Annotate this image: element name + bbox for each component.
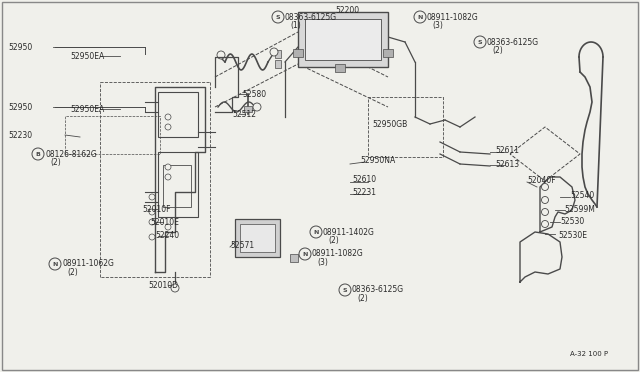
Circle shape: [49, 258, 61, 270]
Text: 52010D: 52010D: [148, 280, 178, 289]
Circle shape: [253, 103, 261, 111]
Text: 08363-6125G: 08363-6125G: [285, 13, 337, 22]
Text: 52512: 52512: [232, 109, 256, 119]
Text: 52530E: 52530E: [558, 231, 587, 240]
Text: (2): (2): [328, 235, 339, 244]
Text: 52231: 52231: [352, 187, 376, 196]
Text: (1): (1): [290, 20, 301, 29]
Text: 08363-6125G: 08363-6125G: [487, 38, 539, 46]
Text: S: S: [276, 15, 280, 19]
Text: 52599M: 52599M: [564, 205, 595, 214]
Circle shape: [339, 284, 351, 296]
Circle shape: [541, 196, 548, 203]
Text: (3): (3): [432, 20, 443, 29]
Text: N: N: [302, 251, 308, 257]
Circle shape: [310, 226, 322, 238]
Text: 52530: 52530: [560, 217, 584, 225]
Text: 52950GB: 52950GB: [372, 119, 407, 128]
Text: (2): (2): [50, 157, 61, 167]
Text: S: S: [477, 39, 483, 45]
Bar: [158, 92, 198, 137]
Circle shape: [32, 148, 44, 160]
Text: S: S: [342, 288, 348, 292]
Bar: [275, 50, 281, 58]
Text: 52610: 52610: [352, 174, 376, 183]
Text: 52950NA: 52950NA: [360, 155, 396, 164]
Text: 52040F: 52040F: [527, 176, 556, 185]
Bar: [244, 106, 252, 112]
Text: (2): (2): [67, 267, 77, 276]
Text: 52230: 52230: [8, 131, 32, 140]
Bar: [290, 254, 298, 262]
Text: N: N: [417, 15, 422, 19]
Circle shape: [149, 219, 155, 225]
Text: 52950: 52950: [8, 103, 32, 112]
Text: 08911-1082G: 08911-1082G: [312, 250, 364, 259]
Text: 52613: 52613: [495, 160, 519, 169]
Text: 08911-1082G: 08911-1082G: [427, 13, 479, 22]
Text: 08363-6125G: 08363-6125G: [352, 285, 404, 295]
Circle shape: [165, 114, 171, 120]
Circle shape: [541, 221, 548, 228]
Bar: [305, 19, 381, 60]
Circle shape: [165, 164, 171, 170]
Text: 52571: 52571: [230, 241, 254, 250]
Text: 08911-1062G: 08911-1062G: [62, 260, 114, 269]
Text: 52950EA: 52950EA: [70, 51, 104, 61]
Circle shape: [541, 208, 548, 215]
Circle shape: [149, 209, 155, 215]
Circle shape: [165, 174, 171, 180]
Circle shape: [299, 248, 311, 260]
Text: A-32 100 P: A-32 100 P: [570, 351, 608, 357]
Circle shape: [270, 48, 278, 56]
Bar: [240, 224, 275, 252]
Text: 52950EA: 52950EA: [70, 105, 104, 113]
Circle shape: [165, 224, 171, 230]
Bar: [275, 60, 281, 68]
Circle shape: [414, 11, 426, 23]
Text: 52950: 52950: [8, 42, 32, 51]
Text: 52611: 52611: [495, 145, 519, 154]
Bar: [335, 64, 345, 72]
Text: 52200: 52200: [335, 6, 359, 15]
Bar: [163, 165, 191, 207]
Text: B: B: [36, 151, 40, 157]
Circle shape: [541, 183, 548, 190]
Circle shape: [272, 11, 284, 23]
Text: 52010F: 52010F: [142, 205, 170, 214]
Bar: [158, 152, 198, 217]
Circle shape: [171, 284, 179, 292]
Text: 08126-8162G: 08126-8162G: [45, 150, 97, 158]
Text: 52240: 52240: [155, 231, 179, 240]
Bar: [368, 97, 443, 157]
Text: (2): (2): [492, 45, 503, 55]
Circle shape: [474, 36, 486, 48]
Bar: [293, 49, 303, 57]
Text: 52010E: 52010E: [150, 218, 179, 227]
Text: (3): (3): [317, 257, 328, 266]
Text: N: N: [52, 262, 58, 266]
Circle shape: [149, 194, 155, 200]
Bar: [298, 12, 388, 67]
Bar: [383, 49, 393, 57]
Text: 08911-1402G: 08911-1402G: [323, 228, 375, 237]
Circle shape: [217, 51, 225, 59]
Circle shape: [165, 124, 171, 130]
Text: 52580: 52580: [242, 90, 266, 99]
Bar: [65, 116, 160, 154]
Circle shape: [149, 234, 155, 240]
Text: (2): (2): [357, 294, 368, 302]
Text: N: N: [314, 230, 319, 234]
Text: 52540: 52540: [570, 190, 595, 199]
Bar: [235, 219, 280, 257]
